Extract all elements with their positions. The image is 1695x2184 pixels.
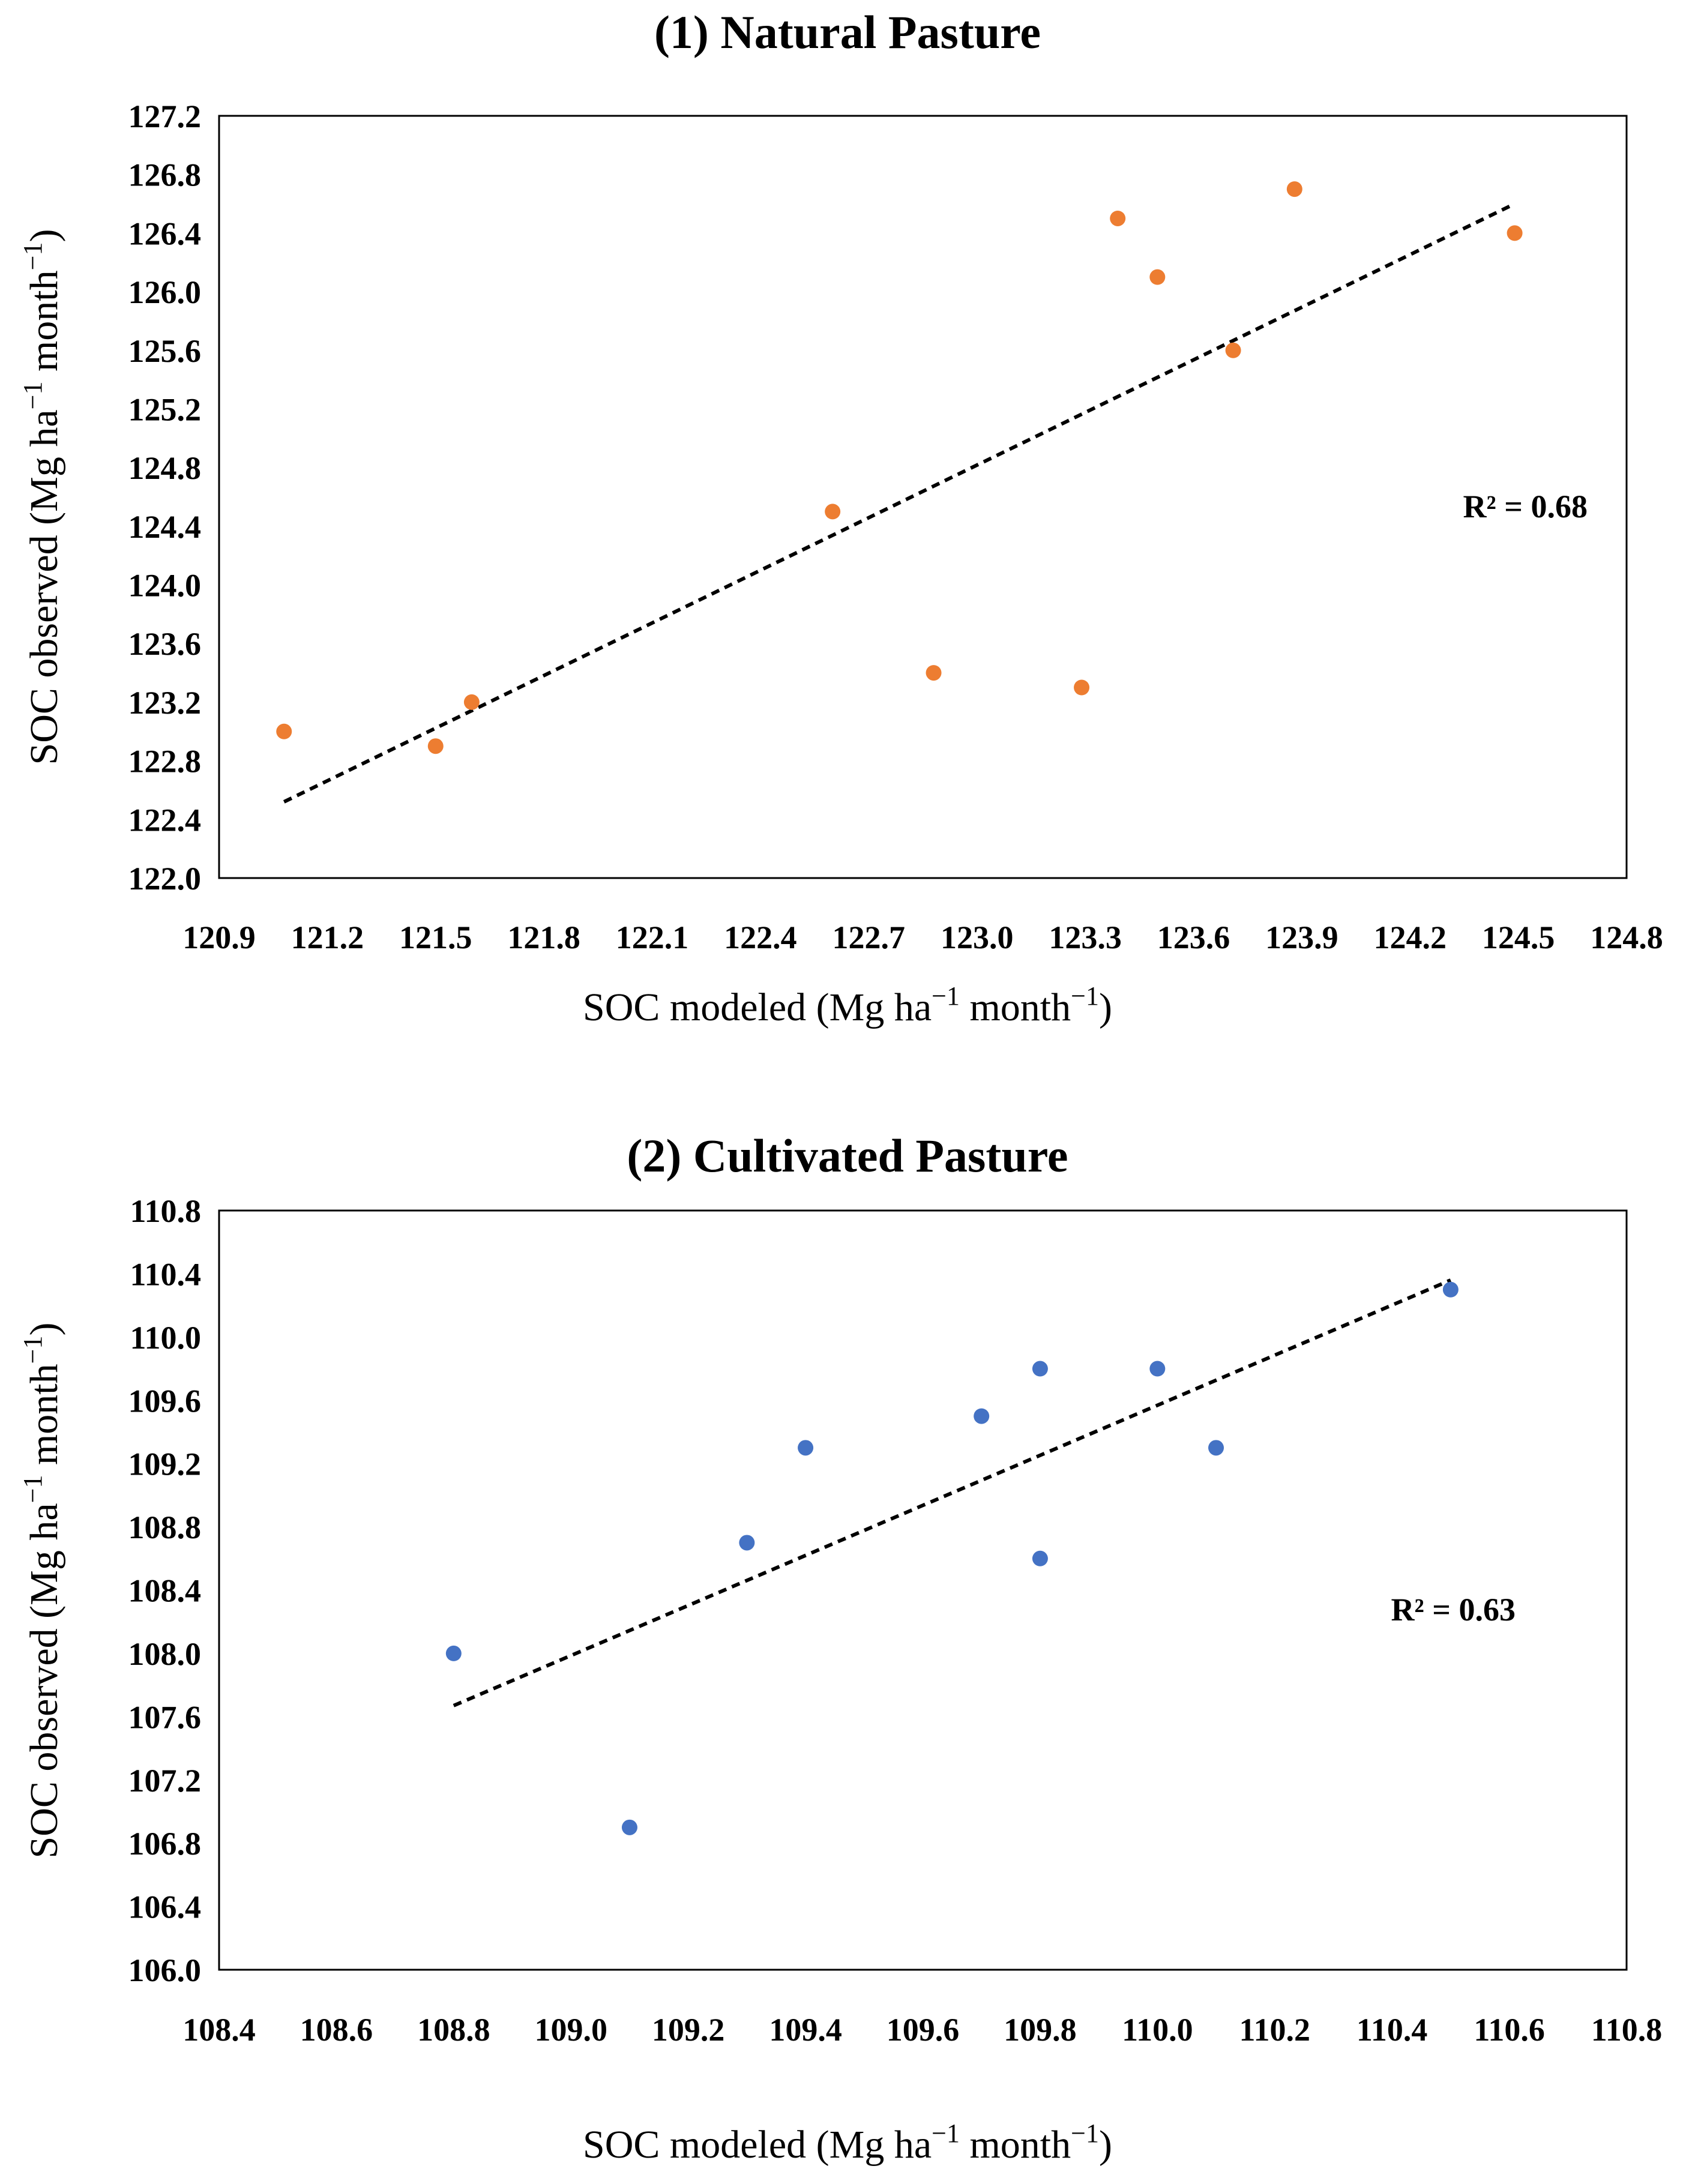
r-squared-label: R² = 0.63 [1391, 1592, 1516, 1628]
y-tick-label: 107.6 [128, 1699, 202, 1735]
y-tick-label: 109.2 [128, 1446, 202, 1482]
x-tick-label: 110.0 [1122, 2012, 1193, 2048]
x-tick-label: 108.4 [182, 2012, 256, 2048]
y-tick-label: 124.0 [128, 568, 202, 604]
y-tick-label: 123.6 [128, 626, 202, 662]
x-axis-label: SOC modeled (Mg ha−1 month−1) [583, 981, 1112, 1029]
y-tick-label: 122.8 [128, 744, 202, 780]
data-point [1110, 210, 1126, 226]
x-tick-label: 108.6 [300, 2012, 373, 2048]
data-point [798, 1440, 814, 1456]
data-point [621, 1819, 637, 1835]
y-tick-label: 126.4 [128, 215, 202, 251]
y-tick-label: 106.8 [128, 1826, 202, 1862]
y-tick-label: 125.2 [128, 391, 202, 427]
x-tick-label: 110.8 [1591, 2012, 1663, 2048]
y-tick-label: 108.4 [128, 1573, 202, 1609]
data-point [1032, 1361, 1048, 1377]
y-tick-label: 110.4 [130, 1256, 201, 1292]
x-tick-label: 121.2 [291, 919, 364, 955]
data-point [1286, 181, 1302, 197]
data-point [276, 723, 292, 739]
data-points [445, 1281, 1459, 1835]
data-point [1507, 225, 1523, 241]
data-point [739, 1535, 755, 1551]
plot-area-frame [218, 115, 1628, 879]
y-tick-label: 108.8 [128, 1509, 202, 1545]
x-tick-label: 121.8 [507, 919, 580, 955]
y-tick-label: 126.0 [128, 274, 202, 310]
data-point [1032, 1550, 1048, 1566]
x-tick-label: 109.8 [1004, 2012, 1077, 2048]
trendline [283, 202, 1516, 804]
chart-cultivated-pasture: (2) Cultivated Pasture 110.8110.4110.010… [18, 1130, 1662, 2167]
y-tick-label: 106.4 [128, 1889, 202, 1925]
y-tick-label: 109.6 [128, 1383, 202, 1419]
y-tick-label: 125.6 [128, 333, 202, 369]
data-point [1442, 1281, 1459, 1298]
x-tick-labels: 120.9 121.2 121.5 121.8 122.1 122.4 122.7 123.0… [182, 919, 1663, 955]
r-squared-label: R² = 0.68 [1463, 489, 1588, 525]
x-tick-label: 109.0 [535, 2012, 608, 2048]
x-tick-label: 110.6 [1474, 2012, 1545, 2048]
x-tick-label: 124.8 [1590, 919, 1663, 955]
x-tick-label: 122.4 [724, 919, 797, 955]
x-tick-labels: 108.4 108.6 108.8 109.0 109.2 109.4 109.6 109.8… [182, 2012, 1662, 2048]
y-tick-labels: 127.2 126.8 126.4 126.0 125.6 125.2 124.8 124.4… [128, 98, 202, 897]
data-point [1208, 1440, 1224, 1456]
y-tick-label: 107.2 [128, 1763, 202, 1799]
y-tick-label: 122.4 [128, 802, 202, 838]
chart-title: (2) Cultivated Pasture [627, 1130, 1068, 1182]
y-tick-label: 124.4 [128, 509, 202, 545]
data-point [463, 694, 480, 710]
y-tick-label: 126.8 [128, 157, 202, 193]
x-tick-label: 123.0 [941, 919, 1014, 955]
y-axis-label: SOC observed (Mg ha−1 month−1) [18, 1323, 66, 1859]
y-tick-label: 122.0 [128, 861, 202, 897]
x-axis-label: SOC modeled (Mg ha−1 month−1) [583, 2119, 1112, 2167]
y-tick-label: 123.2 [128, 685, 202, 721]
x-tick-label: 121.5 [399, 919, 472, 955]
data-point [926, 665, 942, 681]
x-tick-label: 124.2 [1373, 919, 1447, 955]
x-tick-label: 122.1 [616, 919, 689, 955]
y-tick-label: 110.0 [130, 1320, 201, 1356]
x-tick-label: 120.9 [182, 919, 256, 955]
trendline-group [283, 202, 1516, 804]
x-tick-label: 124.5 [1482, 919, 1555, 955]
y-tick-label: 127.2 [128, 98, 202, 134]
data-points [276, 181, 1523, 754]
chart-title: (1) Natural Pasture [654, 6, 1041, 58]
x-tick-label: 123.9 [1265, 919, 1338, 955]
trendline-group [453, 1278, 1452, 1707]
data-point [445, 1645, 462, 1661]
y-tick-labels: 110.8 110.4 110.0 109.6 109.2 108.8 108.4 108.0… [128, 1193, 202, 1988]
x-tick-label: 123.6 [1157, 919, 1230, 955]
data-point [1074, 679, 1090, 696]
x-tick-label: 123.3 [1049, 919, 1122, 955]
y-tick-label: 124.8 [128, 450, 202, 486]
data-point [1149, 269, 1166, 285]
y-tick-label: 110.8 [130, 1193, 201, 1229]
chart-natural-pasture: (1) Natural Pasture 127.2 126.8 126.4 126.0… [18, 6, 1663, 1029]
x-tick-label: 110.2 [1239, 2012, 1310, 2048]
x-tick-label: 122.7 [832, 919, 906, 955]
plot-area-frame [218, 1209, 1628, 1971]
data-point [1225, 342, 1241, 358]
y-tick-label: 106.0 [128, 1952, 202, 1988]
y-tick-label: 108.0 [128, 1636, 202, 1672]
y-axis-label: SOC observed (Mg ha−1 month−1) [18, 229, 66, 765]
x-tick-label: 110.4 [1356, 2012, 1428, 2048]
data-point [1149, 1361, 1166, 1377]
x-tick-label: 109.4 [769, 2012, 842, 2048]
x-tick-label: 109.2 [652, 2012, 725, 2048]
x-tick-label: 108.8 [417, 2012, 490, 2048]
x-tick-label: 109.6 [887, 2012, 960, 2048]
data-point [825, 504, 841, 520]
data-point [427, 738, 444, 754]
trendline [453, 1278, 1452, 1707]
data-point [974, 1408, 990, 1424]
